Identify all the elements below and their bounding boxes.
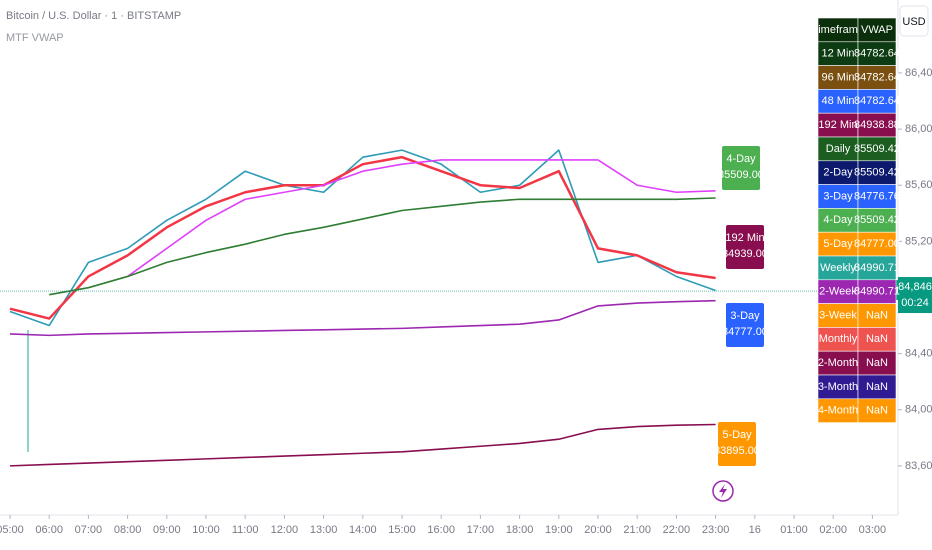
table-text: Weekly [820, 262, 856, 274]
annotation-box [722, 146, 760, 190]
annotation-name: 5-Day [722, 429, 752, 441]
table-text: 4-Day [823, 214, 853, 226]
table-text: 2-Day [823, 167, 853, 179]
x-tick-label: 20:00 [584, 524, 612, 536]
annotation-name: 192 Min [725, 232, 764, 244]
currency-button[interactable] [899, 5, 929, 37]
table-text: 12 Min [821, 48, 854, 60]
annotation-value: 85509.00 [718, 169, 764, 181]
y-tick-label: 86,400 [905, 67, 932, 79]
y-tick-label: 84,000 [905, 404, 932, 416]
x-tick-label: 15:00 [388, 524, 416, 536]
table-text: 84782.64 [854, 48, 900, 60]
table-text: 3-Week [819, 309, 857, 321]
annotation-value: 84777.00 [722, 326, 768, 338]
x-tick-label: 01:00 [780, 524, 808, 536]
annotation-name: 3-Day [730, 310, 760, 322]
table-text: 3-Day [823, 190, 853, 202]
alert-icon[interactable] [712, 480, 734, 502]
annotation-box [726, 303, 764, 347]
table-text: Monthly [819, 333, 858, 345]
x-tick-label: 06:00 [35, 524, 63, 536]
table-cell [857, 398, 897, 423]
series-line [9, 155, 716, 320]
x-tick-label: 17:00 [467, 524, 495, 536]
x-tick-label: 13:00 [310, 524, 338, 536]
annotation-name: 4-Day [726, 153, 756, 165]
currency-label: USD [902, 16, 925, 28]
series-line [127, 159, 716, 278]
x-tick-label: 16 [749, 524, 761, 536]
x-tick-label: 22:00 [663, 524, 691, 536]
price-tag-countdown: 00:24 [901, 297, 929, 309]
x-tick-label: 14:00 [349, 524, 377, 536]
table-text: 84990.71 [854, 286, 900, 298]
table-text: NaN [866, 357, 888, 369]
table-text: 84782.64 [854, 95, 900, 107]
annotation-value: 83895.00 [714, 445, 760, 457]
x-tick-label: 19:00 [545, 524, 573, 536]
x-tick-label: 12:00 [271, 524, 299, 536]
x-tick-label: 05:00 [0, 524, 24, 536]
table-text: NaN [866, 381, 888, 393]
table-text: 2-Week [819, 286, 857, 298]
table-text: 2-Month [818, 357, 858, 369]
x-tick-label: 16:00 [427, 524, 455, 536]
symbol-title: Bitcoin / U.S. Dollar · 1 · BITSTAMP [6, 10, 181, 22]
y-tick-label: 86,000 [905, 123, 932, 135]
x-tick-label: 18:00 [506, 524, 534, 536]
table-text: 85509.42 [854, 143, 900, 155]
x-tick-label: 08:00 [114, 524, 142, 536]
table-text: NaN [866, 405, 888, 417]
table-text: 84777.00 [854, 238, 900, 250]
y-tick-label: 85,600 [905, 179, 932, 191]
table-text: 84776.76 [854, 190, 900, 202]
table-header-text: VWAP [861, 24, 893, 36]
price-tag [898, 277, 932, 314]
table-text: NaN [866, 333, 888, 345]
table-text: 4-Month [818, 405, 858, 417]
table-text: 84990.71 [854, 262, 900, 274]
table-text: 85509.42 [854, 167, 900, 179]
x-tick-label: 11:00 [232, 524, 259, 536]
table-text: 84938.88 [854, 119, 900, 131]
annotation-box [726, 225, 764, 269]
table-text: 192 Min [818, 119, 857, 131]
annotation-value: 84939.00 [722, 248, 768, 260]
table-text: 48 Min [821, 95, 854, 107]
x-tick-label: 02:00 [819, 524, 847, 536]
table-text: 3-Month [818, 381, 858, 393]
indicator-title: MTF VWAP [6, 32, 64, 44]
y-tick-label: 85,200 [905, 235, 932, 247]
table-text: 96 Min [821, 71, 854, 83]
table-text: NaN [866, 309, 888, 321]
table-text: 5-Day [823, 238, 853, 250]
x-tick-label: 09:00 [153, 524, 181, 536]
y-tick-label: 83,600 [905, 460, 932, 472]
plot [9, 149, 716, 467]
series-line [49, 197, 716, 296]
price-tag-value: 84,846 [898, 281, 932, 293]
series-line [9, 423, 716, 467]
x-tick-label: 03:00 [859, 524, 887, 536]
x-tick-label: 07:00 [75, 524, 103, 536]
alert-bolt [719, 484, 727, 498]
series-line [9, 299, 716, 337]
table-text: 85509.42 [854, 214, 900, 226]
table-text: Daily [826, 143, 851, 155]
x-tick-label: 23:00 [702, 524, 730, 536]
y-tick-label: 84,400 [905, 348, 932, 360]
table-text: 84782.64 [854, 71, 900, 83]
x-tick-label: 10:00 [192, 524, 220, 536]
x-tick-label: 21:00 [623, 524, 651, 536]
annotation-box [718, 422, 756, 466]
series-line [9, 149, 716, 327]
table-header-text: Timeframe [812, 24, 864, 36]
